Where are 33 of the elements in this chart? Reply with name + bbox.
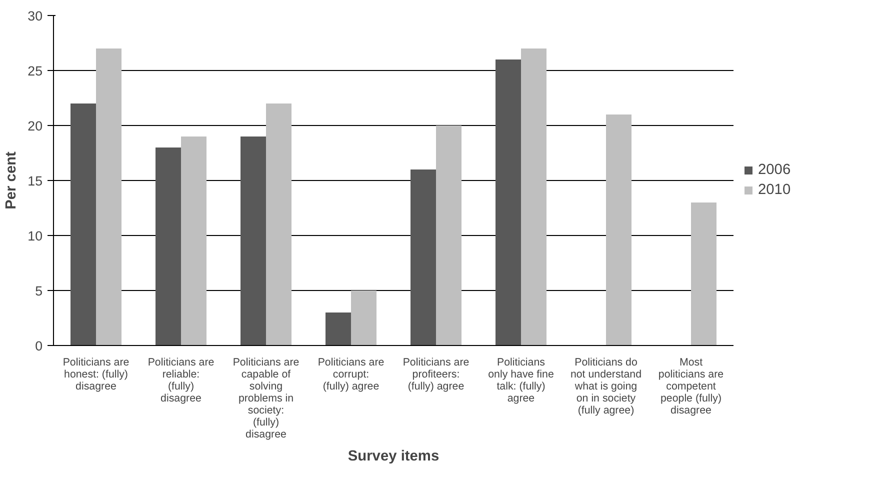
y-tick-label: 15 — [28, 174, 43, 188]
bar — [606, 114, 632, 346]
bar — [96, 48, 122, 346]
y-tick-label: 25 — [28, 64, 43, 78]
bar — [691, 202, 716, 346]
x-tick-label: Politicians only have fine talk: (fully) agree — [488, 356, 554, 404]
y-tick-label: 10 — [28, 228, 43, 244]
x-axis-title: Survey items — [348, 448, 440, 464]
legend-label: 2010 — [758, 182, 791, 198]
bar — [266, 104, 292, 346]
bar — [496, 60, 521, 346]
y-tick-label: 20 — [28, 118, 43, 134]
x-tick-label: Politicians are reliable: (fully) disagree — [148, 356, 214, 404]
y-tick-label: 0 — [35, 338, 43, 354]
x-tick-label: Politicians are profiteers: (fully) agree — [402, 356, 470, 392]
bar — [240, 136, 266, 346]
bar — [521, 48, 546, 346]
x-tick-label: Politicians are honest: (fully) disagree — [62, 356, 130, 392]
y-tick-label: 30 — [28, 8, 43, 24]
bar — [156, 148, 181, 346]
legend-label: 2006 — [758, 162, 791, 178]
y-axis-title: Per cent — [4, 151, 20, 210]
bar — [351, 290, 376, 346]
bar — [181, 136, 206, 346]
x-tick-label: Politicians are capable of solving problems in society: (fully) disagree — [232, 356, 300, 440]
bar — [410, 170, 436, 346]
x-tick-label: Politicians do not understand what is going on in society (fully agree) — [570, 356, 642, 416]
x-tick-label: Most politicians are competent people (fully) disagree — [658, 356, 724, 416]
x-tick-label: Politicians are corrupt: (fully) agree — [318, 356, 384, 392]
bar — [326, 312, 351, 346]
y-tick-label: 5 — [35, 284, 43, 298]
bar — [436, 126, 462, 346]
bar — [70, 104, 96, 346]
